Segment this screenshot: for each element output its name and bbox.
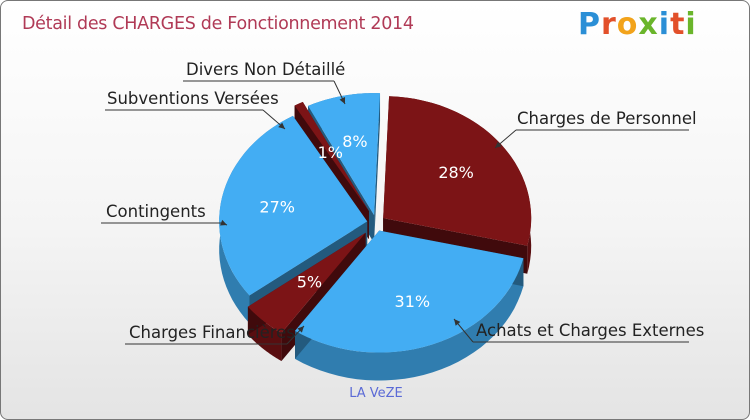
pie-slice-3[interactable]	[219, 115, 368, 296]
slice-percent-label-1: 31%	[395, 292, 431, 311]
category-label-3: Contingents	[106, 202, 206, 221]
leader-arrow-2	[297, 326, 304, 333]
leader-arrow-0	[495, 141, 502, 148]
slice-percent-label-0: 28%	[438, 163, 474, 182]
category-label-1: Achats et Charges Externes	[476, 321, 704, 340]
pie-slice-2[interactable]	[247, 232, 366, 334]
category-label-4: Subventions Versées	[107, 89, 279, 108]
category-label-0: Charges de Personnel	[517, 109, 697, 128]
leader-arrow-3	[220, 219, 227, 226]
category-label-5: Divers Non Détaillé	[186, 60, 345, 79]
slice-percent-label-2: 5%	[297, 272, 322, 291]
leader-arrow-5	[339, 97, 346, 104]
leader-arrow-1	[454, 319, 461, 326]
pie-slice-1[interactable]	[295, 230, 524, 353]
pie-slice-side-1	[295, 258, 524, 381]
pie-slice-4[interactable]	[294, 101, 369, 212]
proxiti-logo[interactable]: Proxiti	[578, 7, 697, 42]
pie-slice-0[interactable]	[383, 96, 532, 246]
chart-title: Détail des CHARGES de Fonctionnement 201…	[22, 14, 414, 34]
pie-slice-5[interactable]	[308, 93, 380, 216]
slice-percent-label-5: 8%	[342, 132, 367, 151]
commune-name: LA VeZE	[349, 386, 403, 401]
slice-percent-label-3: 27%	[259, 198, 295, 217]
pie-slice-wall-5-1	[374, 93, 381, 244]
slice-percent-label-4: 1%	[318, 143, 343, 162]
category-label-2: Charges Financières	[129, 323, 295, 342]
leader-arrow-4	[278, 122, 285, 129]
